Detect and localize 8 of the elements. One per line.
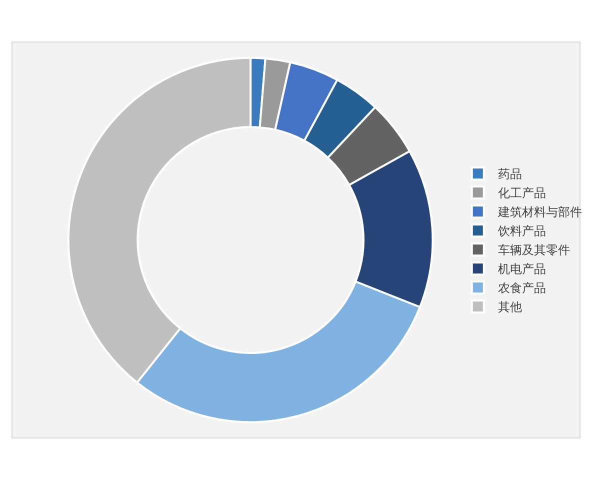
legend-label: 其他 bbox=[498, 300, 522, 314]
legend-label: 药品 bbox=[498, 167, 522, 182]
legend-label: 农食产品 bbox=[498, 281, 546, 296]
legend-label: 建筑材料与部件 bbox=[496, 205, 582, 220]
legend-label: 饮料产品 bbox=[496, 224, 546, 238]
legend-label: 车辆及其零件 bbox=[498, 243, 570, 258]
legend-label: 机电产品 bbox=[498, 262, 546, 276]
legend-label: 化工产品 bbox=[498, 186, 546, 200]
